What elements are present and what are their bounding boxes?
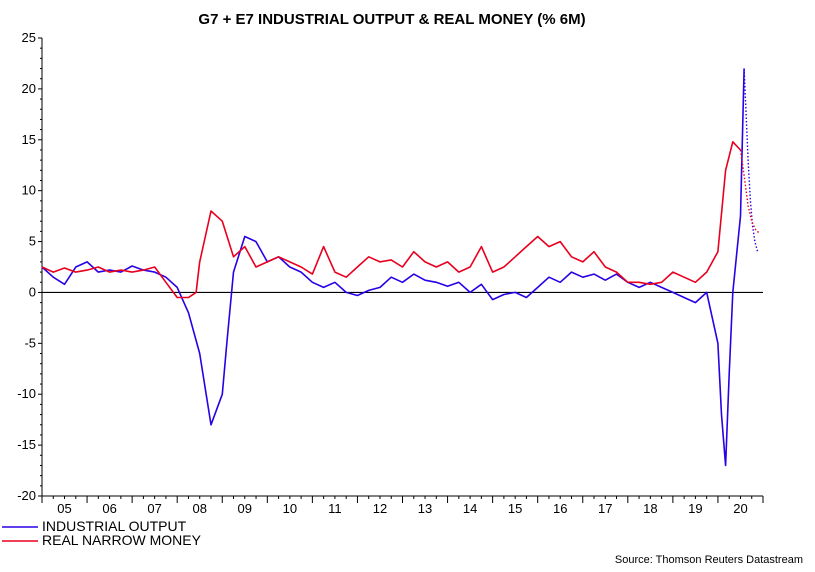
x-tick-label: 09 <box>238 501 252 516</box>
series-layer <box>41 68 760 467</box>
x-tick-label: 05 <box>57 501 71 516</box>
y-tick-label: -5 <box>24 335 36 350</box>
x-tick-label: 17 <box>598 501 612 516</box>
source-note: Source: Thomson Reuters Datastream <box>615 554 803 566</box>
x-tick-label: 13 <box>418 501 432 516</box>
y-tick-label: -20 <box>17 488 36 503</box>
x-tick-label: 12 <box>373 501 387 516</box>
y-tick-label: 0 <box>29 284 36 299</box>
series-line-real-narrow-money <box>41 141 742 299</box>
axes: 25 20 15 10 5 0 -5 -10 -15 -20 05 06 07 08 09 10 11 12 13 1… <box>17 30 764 516</box>
y-tick-label: 25 <box>22 30 36 45</box>
x-tick-label: 14 <box>463 501 477 516</box>
y-tick-label: 20 <box>22 81 36 96</box>
series-line-series-1-projection <box>743 68 759 252</box>
y-tick-label: 15 <box>22 132 36 147</box>
legend-label: INDUSTRIAL OUTPUT <box>42 518 187 534</box>
series-line-series-3-projection <box>739 149 760 234</box>
y-tick-label: 5 <box>29 234 36 249</box>
x-tick-label: 15 <box>508 501 522 516</box>
legend-label: REAL NARROW MONEY <box>42 532 202 548</box>
x-tick-label: 16 <box>553 501 567 516</box>
x-tick-label: 18 <box>643 501 657 516</box>
series-line-industrial-output <box>41 68 745 467</box>
y-tick-label: 10 <box>22 183 36 198</box>
x-tick-label: 20 <box>733 501 747 516</box>
x-tick-label: 07 <box>147 501 161 516</box>
y-tick-label: -10 <box>17 386 36 401</box>
chart-title: G7 + E7 INDUSTRIAL OUTPUT & REAL MONEY (… <box>198 11 585 28</box>
x-tick-label: 08 <box>192 501 206 516</box>
y-tick-label: -15 <box>17 437 36 452</box>
x-tick-label: 06 <box>102 501 116 516</box>
x-tick-label: 10 <box>283 501 297 516</box>
x-tick-label: 19 <box>688 501 702 516</box>
x-tick-label: 11 <box>328 501 342 516</box>
